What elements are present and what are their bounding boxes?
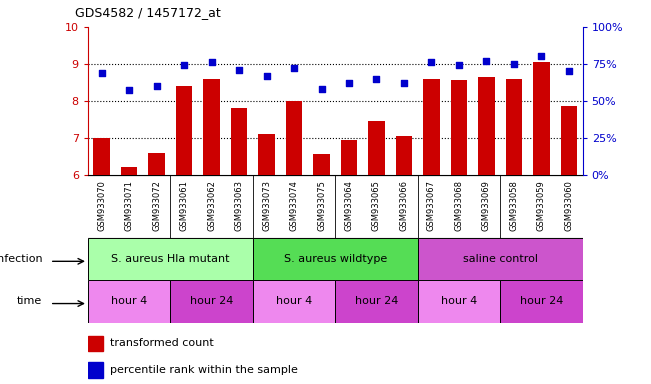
Text: GSM933065: GSM933065 <box>372 180 381 231</box>
Text: percentile rank within the sample: percentile rank within the sample <box>110 365 298 375</box>
Bar <box>176 86 192 175</box>
Text: hour 4: hour 4 <box>276 296 312 306</box>
Bar <box>93 138 110 175</box>
Bar <box>88 280 171 323</box>
Point <box>289 65 299 71</box>
Text: GSM933073: GSM933073 <box>262 180 271 231</box>
Text: GSM933066: GSM933066 <box>400 180 408 231</box>
Bar <box>148 152 165 175</box>
Point <box>152 83 162 89</box>
Bar <box>450 81 467 175</box>
Text: GSM933075: GSM933075 <box>317 180 326 231</box>
Bar <box>561 106 577 175</box>
Text: GSM933062: GSM933062 <box>207 180 216 231</box>
Bar <box>335 280 418 323</box>
Point <box>124 88 134 94</box>
Text: GDS4582 / 1457172_at: GDS4582 / 1457172_at <box>75 6 221 19</box>
Text: transformed count: transformed count <box>110 338 214 348</box>
Bar <box>313 154 330 175</box>
Text: hour 24: hour 24 <box>355 296 398 306</box>
Text: GSM933070: GSM933070 <box>97 180 106 231</box>
Bar <box>506 79 522 175</box>
Text: saline control: saline control <box>463 254 538 264</box>
Text: GSM933061: GSM933061 <box>180 180 189 231</box>
Bar <box>396 136 412 175</box>
Bar <box>88 336 103 351</box>
Text: S. aureus Hla mutant: S. aureus Hla mutant <box>111 254 230 264</box>
Bar <box>121 167 137 175</box>
Text: GSM933072: GSM933072 <box>152 180 161 231</box>
Point <box>371 76 381 82</box>
Text: GSM933074: GSM933074 <box>290 180 299 231</box>
Bar <box>203 79 220 175</box>
Bar <box>231 108 247 175</box>
Bar <box>478 77 495 175</box>
Bar <box>253 238 418 280</box>
Bar <box>258 134 275 175</box>
Text: GSM933071: GSM933071 <box>124 180 133 231</box>
Point <box>399 80 409 86</box>
Point <box>234 67 244 73</box>
Point <box>344 80 354 86</box>
Point <box>536 53 547 60</box>
Bar <box>253 280 335 323</box>
Bar <box>286 101 302 175</box>
Point <box>261 73 271 79</box>
Point <box>316 86 327 92</box>
Text: GSM933068: GSM933068 <box>454 180 464 231</box>
Text: GSM933058: GSM933058 <box>510 180 518 231</box>
Text: GSM933067: GSM933067 <box>427 180 436 231</box>
Bar <box>368 121 385 175</box>
Point <box>508 61 519 67</box>
Point <box>96 70 107 76</box>
Bar <box>88 238 253 280</box>
Bar <box>418 280 500 323</box>
Bar <box>171 280 253 323</box>
Bar <box>533 62 549 175</box>
Text: time: time <box>17 296 42 306</box>
Point <box>206 59 217 65</box>
Text: hour 4: hour 4 <box>111 296 147 306</box>
Bar <box>423 79 439 175</box>
Text: S. aureus wildtype: S. aureus wildtype <box>284 254 387 264</box>
Text: infection: infection <box>0 254 42 264</box>
Point <box>564 68 574 74</box>
Point <box>481 58 492 64</box>
Point <box>454 62 464 68</box>
Text: GSM933060: GSM933060 <box>564 180 574 231</box>
Point <box>426 59 437 65</box>
Text: GSM933064: GSM933064 <box>344 180 353 231</box>
Bar <box>88 362 103 377</box>
Text: hour 4: hour 4 <box>441 296 477 306</box>
Point <box>179 62 189 68</box>
Text: GSM933069: GSM933069 <box>482 180 491 231</box>
Text: hour 24: hour 24 <box>190 296 233 306</box>
Text: GSM933063: GSM933063 <box>234 180 243 231</box>
Bar <box>500 280 583 323</box>
Bar <box>418 238 583 280</box>
Text: GSM933059: GSM933059 <box>537 180 546 230</box>
Bar <box>340 140 357 175</box>
Text: hour 24: hour 24 <box>519 296 563 306</box>
